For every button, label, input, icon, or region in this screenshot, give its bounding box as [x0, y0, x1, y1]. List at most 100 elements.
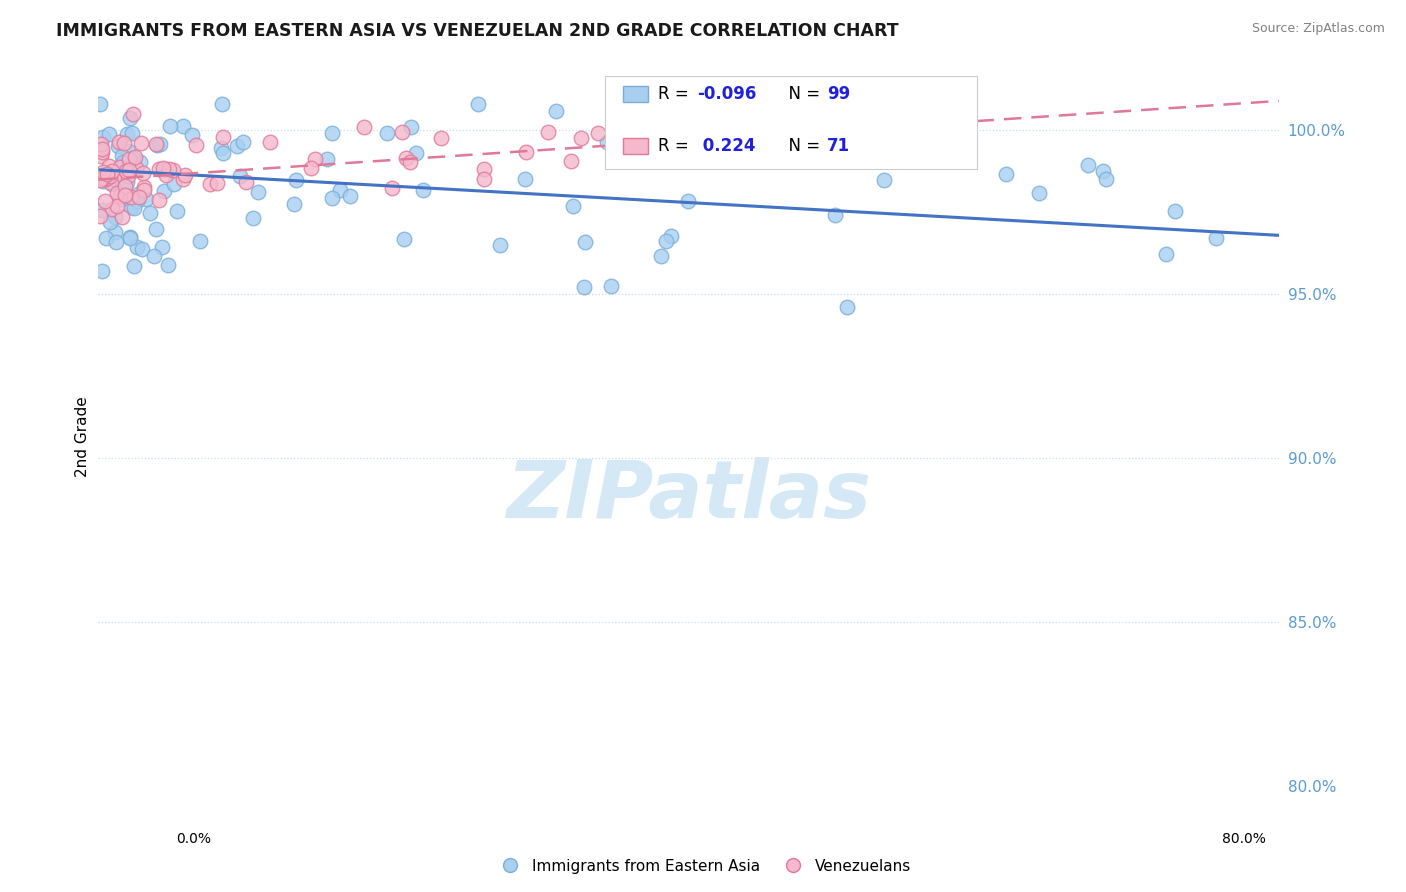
Point — [124, 201, 146, 215]
Point — [329, 183, 352, 197]
Point — [392, 232, 415, 246]
Point — [122, 259, 145, 273]
Point — [304, 152, 326, 166]
Point — [1205, 231, 1227, 245]
Point — [544, 103, 567, 118]
Point — [107, 139, 129, 153]
Point — [125, 190, 148, 204]
Point — [209, 141, 232, 155]
Point — [284, 173, 307, 187]
Point — [655, 235, 678, 249]
Point — [107, 186, 129, 200]
Point — [120, 111, 142, 125]
Point — [430, 130, 453, 145]
Point — [398, 154, 420, 169]
Point — [153, 162, 176, 177]
Point — [148, 162, 170, 177]
Point — [139, 206, 162, 220]
Point — [676, 194, 699, 209]
Point — [115, 154, 138, 169]
Text: R =: R = — [658, 137, 695, 155]
Point — [111, 178, 134, 193]
Point — [659, 228, 682, 243]
Point — [131, 242, 153, 256]
Point — [321, 191, 343, 205]
Point — [104, 235, 127, 249]
Point — [115, 127, 138, 141]
Point — [211, 130, 233, 145]
Point — [172, 119, 194, 133]
Point — [188, 234, 211, 248]
Point — [561, 199, 583, 213]
Point — [91, 264, 114, 278]
Point — [405, 146, 427, 161]
Point — [513, 171, 536, 186]
Point — [118, 152, 141, 166]
Point — [100, 172, 122, 186]
Point — [650, 249, 672, 263]
Y-axis label: 2nd Grade: 2nd Grade — [75, 397, 90, 477]
Point — [117, 169, 139, 183]
Point — [181, 128, 204, 142]
Point — [98, 159, 121, 173]
Point — [1028, 186, 1050, 200]
Point — [96, 171, 118, 186]
Point — [91, 164, 114, 178]
Point — [104, 169, 127, 183]
Point — [145, 222, 167, 236]
Point — [112, 136, 135, 150]
Point — [148, 193, 170, 207]
Point — [153, 184, 176, 198]
Point — [129, 136, 152, 150]
Point — [91, 202, 114, 217]
Point — [90, 136, 112, 151]
Point — [100, 202, 122, 216]
Text: 80.0%: 80.0% — [1222, 832, 1265, 846]
Text: 0.224: 0.224 — [697, 137, 756, 155]
Point — [135, 192, 157, 206]
Point — [211, 146, 233, 161]
Point — [115, 175, 138, 189]
Point — [259, 136, 281, 150]
Point — [173, 168, 195, 182]
Point — [873, 173, 896, 187]
Point — [1091, 163, 1114, 178]
Point — [205, 176, 228, 190]
Point — [91, 171, 114, 186]
Point — [118, 162, 141, 177]
Point — [391, 125, 413, 139]
Point — [283, 197, 305, 211]
Point — [412, 183, 434, 197]
Point — [128, 190, 150, 204]
Point — [515, 145, 537, 159]
Point — [125, 240, 148, 254]
Point — [90, 149, 112, 163]
Point — [620, 144, 643, 158]
Point — [91, 130, 114, 145]
Point — [596, 135, 619, 149]
Point — [89, 209, 111, 223]
Point — [159, 120, 181, 134]
Legend: Immigrants from Eastern Asia, Venezuelans: Immigrants from Eastern Asia, Venezuelan… — [489, 853, 917, 880]
Point — [155, 168, 177, 182]
Point — [122, 106, 145, 120]
Point — [104, 225, 127, 239]
Point — [114, 179, 136, 194]
Point — [118, 230, 141, 244]
Point — [120, 200, 142, 214]
Point — [110, 192, 132, 206]
Text: -0.096: -0.096 — [697, 85, 756, 103]
Point — [321, 126, 343, 140]
Point — [142, 249, 165, 263]
Point — [117, 144, 139, 158]
Point — [184, 138, 207, 153]
Point — [108, 188, 131, 202]
Point — [172, 171, 194, 186]
Point — [101, 163, 124, 178]
Point — [166, 204, 188, 219]
Point — [90, 142, 112, 156]
Point — [132, 182, 155, 196]
Point — [152, 161, 174, 176]
Point — [1154, 247, 1177, 261]
Point — [157, 258, 180, 272]
